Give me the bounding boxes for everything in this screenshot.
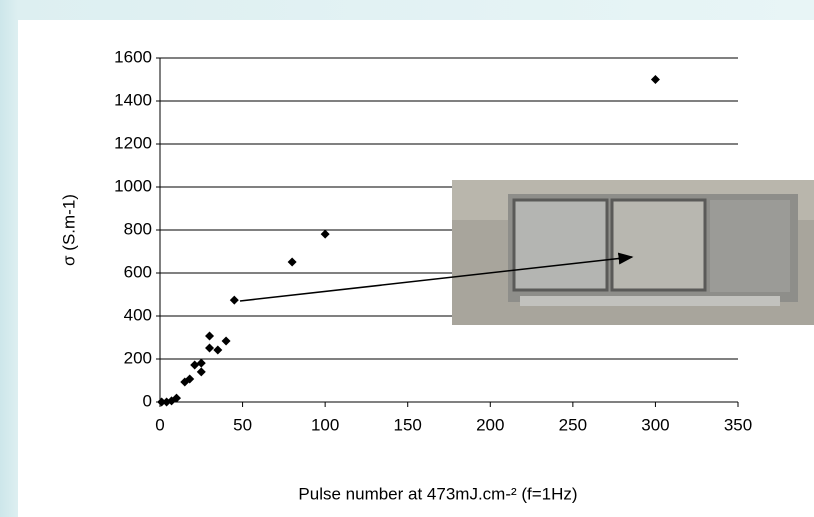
y-tick-label: 1600 bbox=[114, 47, 152, 66]
y-tick-label: 0 bbox=[143, 391, 152, 410]
x-tick-label: 300 bbox=[641, 415, 669, 434]
point bbox=[185, 374, 195, 384]
x-tick-label: 0 bbox=[155, 415, 164, 434]
x-tick-label: 100 bbox=[311, 415, 339, 434]
y-tick-label: 1200 bbox=[114, 133, 152, 152]
inset-photo bbox=[452, 180, 814, 325]
x-tick-label: 250 bbox=[559, 415, 587, 434]
x-tick-label: 50 bbox=[233, 415, 252, 434]
y-tick-label: 800 bbox=[124, 219, 152, 238]
point bbox=[196, 358, 206, 368]
x-axis-label: Pulse number at 473mJ.cm-² (f=1Hz) bbox=[298, 484, 577, 503]
y-tick-label: 1400 bbox=[114, 90, 152, 109]
point bbox=[229, 295, 239, 305]
point bbox=[320, 229, 330, 239]
point bbox=[196, 367, 206, 377]
x-tick-label: 150 bbox=[394, 415, 422, 434]
point bbox=[221, 336, 231, 346]
y-tick-label: 400 bbox=[124, 305, 152, 324]
y-tick-label: 600 bbox=[124, 262, 152, 281]
y-tick-label: 200 bbox=[124, 348, 152, 367]
point bbox=[190, 360, 200, 370]
point bbox=[205, 331, 215, 341]
point bbox=[172, 393, 182, 403]
point bbox=[205, 343, 215, 353]
point bbox=[650, 75, 660, 84]
x-tick-label: 350 bbox=[724, 415, 752, 434]
point bbox=[157, 397, 167, 407]
y-tick-label: 1000 bbox=[114, 176, 152, 195]
arrow bbox=[239, 252, 634, 302]
point bbox=[287, 257, 297, 267]
y-axis-label: σ (S.m-1) bbox=[59, 194, 78, 266]
x-tick-label: 200 bbox=[476, 415, 504, 434]
point bbox=[213, 345, 223, 355]
